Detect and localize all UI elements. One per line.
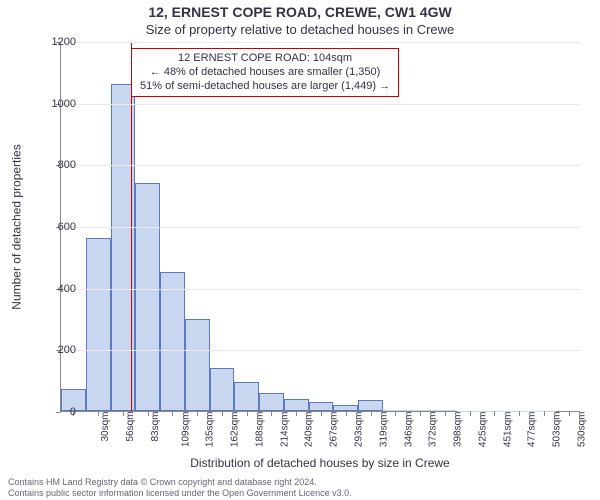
xtick-mark: [321, 411, 322, 416]
xtick-label: 240sqm: [304, 412, 315, 448]
x-axis-label: Distribution of detached houses by size …: [60, 456, 580, 470]
histogram-bar: [284, 399, 309, 411]
xtick-label: 109sqm: [180, 412, 191, 448]
xtick-mark: [371, 411, 372, 416]
xtick-mark: [271, 411, 272, 416]
attribution-footer: Contains HM Land Registry data © Crown c…: [8, 477, 592, 498]
gridline: [61, 350, 580, 351]
xtick-label: 214sqm: [279, 412, 290, 448]
ytick-label: 1000: [36, 98, 76, 110]
histogram-bar: [86, 238, 111, 411]
histogram-bar: [210, 368, 235, 411]
xtick-mark: [247, 411, 248, 416]
xtick-mark: [519, 411, 520, 416]
xtick-mark: [98, 411, 99, 416]
histogram-bar: [135, 183, 160, 411]
xtick-label: 398sqm: [453, 412, 464, 448]
page-title: 12, ERNEST COPE ROAD, CREWE, CW1 4GW: [0, 4, 600, 20]
xtick-label: 319sqm: [378, 412, 389, 448]
annotation-box: 12 ERNEST COPE ROAD: 104sqm ← 48% of det…: [131, 48, 399, 97]
histogram-bar: [259, 393, 284, 412]
ytick-label: 600: [36, 221, 76, 233]
gridline: [61, 42, 580, 43]
ytick-label: 800: [36, 159, 76, 171]
gridline: [61, 227, 580, 228]
xtick-mark: [222, 411, 223, 416]
annotation-line-1: 12 ERNEST COPE ROAD: 104sqm: [140, 52, 390, 66]
xtick-mark: [395, 411, 396, 416]
xtick-mark: [420, 411, 421, 416]
ytick-label: 0: [36, 406, 76, 418]
xtick-mark: [123, 411, 124, 416]
xtick-mark: [569, 411, 570, 416]
xtick-mark: [470, 411, 471, 416]
histogram-bar: [234, 382, 259, 411]
gridline: [61, 165, 580, 166]
y-axis-label: Number of detached properties: [10, 42, 24, 412]
histogram-bar: [309, 402, 334, 411]
xtick-label: 30sqm: [100, 412, 111, 442]
xtick-label: 372sqm: [428, 412, 439, 448]
xtick-label: 530sqm: [576, 412, 587, 448]
histogram-bar: [160, 272, 185, 411]
xtick-label: 477sqm: [527, 412, 538, 448]
footer-line-2: Contains public sector information licen…: [8, 488, 592, 498]
ytick-label: 400: [36, 283, 76, 295]
page-subtitle: Size of property relative to detached ho…: [0, 22, 600, 37]
xtick-label: 346sqm: [403, 412, 414, 448]
histogram-plot: 12 ERNEST COPE ROAD: 104sqm ← 48% of det…: [60, 42, 580, 412]
xtick-label: 451sqm: [502, 412, 513, 448]
xtick-label: 267sqm: [329, 412, 340, 448]
xtick-label: 188sqm: [255, 412, 266, 448]
xtick-label: 162sqm: [230, 412, 241, 448]
xtick-mark: [148, 411, 149, 416]
histogram-bar: [358, 400, 383, 411]
xtick-label: 56sqm: [125, 412, 136, 442]
gridline: [61, 104, 580, 105]
gridline: [61, 289, 580, 290]
annotation-line-2: ← 48% of detached houses are smaller (1,…: [140, 66, 390, 80]
xtick-mark: [172, 411, 173, 416]
xtick-label: 503sqm: [552, 412, 563, 448]
xtick-mark: [544, 411, 545, 416]
xtick-mark: [494, 411, 495, 416]
annotation-line-3: 51% of semi-detached houses are larger (…: [140, 80, 390, 94]
xtick-label: 425sqm: [477, 412, 488, 448]
xtick-mark: [445, 411, 446, 416]
ytick-label: 1200: [36, 36, 76, 48]
xtick-mark: [296, 411, 297, 416]
xtick-mark: [346, 411, 347, 416]
xtick-label: 293sqm: [354, 412, 365, 448]
histogram-bar: [185, 319, 210, 412]
xtick-label: 135sqm: [205, 412, 216, 448]
ytick-label: 200: [36, 344, 76, 356]
footer-line-1: Contains HM Land Registry data © Crown c…: [8, 477, 592, 487]
xtick-mark: [197, 411, 198, 416]
xtick-label: 83sqm: [150, 412, 161, 442]
